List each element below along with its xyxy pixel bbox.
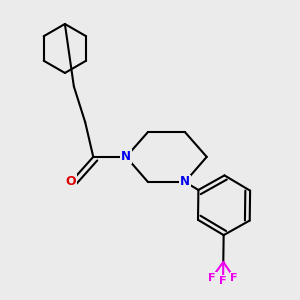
Text: F: F bbox=[219, 276, 227, 286]
Text: N: N bbox=[121, 150, 131, 164]
Text: F: F bbox=[208, 273, 216, 283]
Text: F: F bbox=[230, 273, 238, 283]
Text: O: O bbox=[66, 176, 76, 188]
Text: N: N bbox=[180, 176, 190, 188]
